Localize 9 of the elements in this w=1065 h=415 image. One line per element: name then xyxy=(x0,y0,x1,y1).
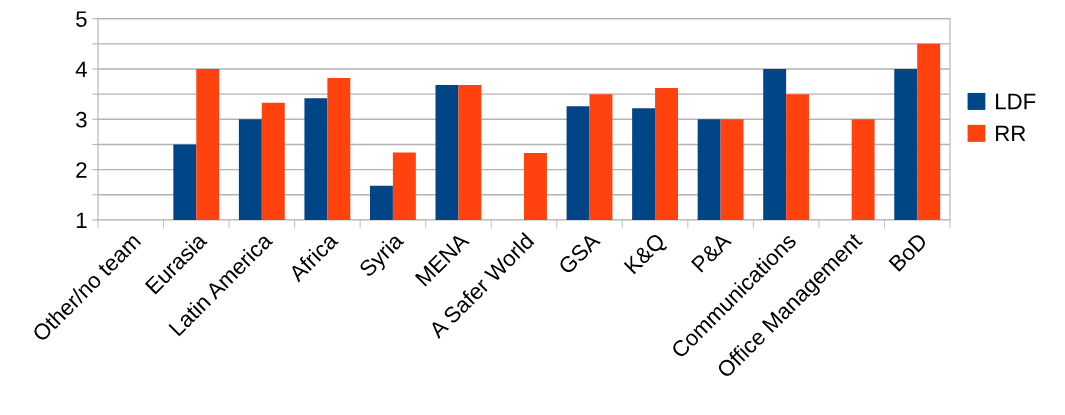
y-tick-label: 5 xyxy=(76,11,87,27)
y-tick-label: 2 xyxy=(76,162,87,178)
legend-label: RR xyxy=(996,125,1026,142)
y-tick-label: 1 xyxy=(76,212,87,228)
legend-label: LDF xyxy=(996,93,1036,110)
y-tick-label: 4 xyxy=(75,61,87,78)
x-tick-label: BoD xyxy=(888,232,928,272)
y-tick-label: 3 xyxy=(76,111,87,128)
x-tick-label: GSA xyxy=(557,231,602,275)
